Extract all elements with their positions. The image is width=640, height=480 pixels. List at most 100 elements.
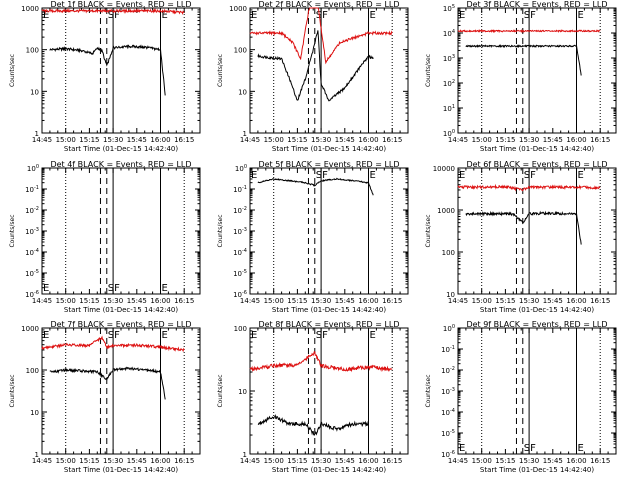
y-tick-label: 10-4 — [233, 248, 247, 257]
series-line-events — [257, 30, 374, 102]
x-tick-label: 15:00 — [56, 297, 76, 305]
marker-label-e: E — [459, 10, 465, 21]
x-tick-label: 16:00 — [150, 136, 170, 144]
marker-label-s: S — [316, 170, 322, 181]
x-tick-label: 16:15 — [174, 297, 194, 305]
marker-label-f: F — [530, 10, 536, 21]
x-tick-label: 16:15 — [174, 136, 194, 144]
chart-title: Det 5f BLACK = Events, RED = LLD — [258, 160, 399, 169]
y-tick-label: 1000 — [21, 325, 39, 333]
x-axis-label: Start Time (01-Dec-15 14:42:40) — [64, 145, 178, 153]
y-tick-label: 100 — [235, 164, 247, 173]
x-tick-label: 15:30 — [519, 457, 539, 465]
x-axis-label: Start Time (01-Dec-15 14:42:40) — [272, 145, 386, 153]
x-tick-label: 15:00 — [56, 457, 76, 465]
y-tick-label: 10-5 — [233, 269, 247, 278]
marker-label-f: F — [530, 443, 536, 454]
x-tick-label: 15:45 — [543, 297, 563, 305]
x-axis-label: Start Time (01-Dec-15 14:42:40) — [480, 306, 594, 314]
x-tick-label: 15:30 — [311, 136, 331, 144]
x-tick-label: 14:45 — [448, 297, 468, 305]
y-tick-label: 102 — [443, 79, 455, 88]
series-line-events — [465, 43, 582, 76]
x-tick-label: 16:00 — [566, 457, 586, 465]
marker-label-e: E — [43, 283, 49, 294]
marker-label-s: S — [524, 170, 530, 181]
marker-label-e: E — [459, 443, 465, 454]
y-tick-label: 100 — [27, 164, 39, 173]
x-tick-label: 16:00 — [358, 457, 378, 465]
x-tick-label: 15:30 — [103, 297, 123, 305]
chart-title: Det 3f BLACK = Events, RED = LLD — [466, 0, 607, 9]
x-tick-label: 15:15 — [495, 297, 515, 305]
y-tick-label: 10000 — [433, 165, 455, 173]
y-tick-label: 100 — [234, 325, 247, 333]
series-line-events — [49, 44, 166, 96]
x-tick-label: 16:00 — [150, 297, 170, 305]
y-tick-label: 10-6 — [441, 450, 455, 459]
chart-panel-4: Det 4f BLACK = Events, RED = LLD Counts/s… — [9, 160, 201, 314]
x-axis-label: Start Time (01-Dec-15 14:42:40) — [272, 466, 386, 474]
y-tick-label: 10 — [238, 88, 247, 96]
x-tick-label: 15:30 — [519, 136, 539, 144]
x-tick-label: 15:15 — [287, 297, 307, 305]
x-tick-label: 14:45 — [448, 136, 468, 144]
marker-label-e: E — [43, 330, 49, 341]
x-tick-label: 15:30 — [311, 297, 331, 305]
x-axis-label: Start Time (01-Dec-15 14:42:40) — [64, 466, 178, 474]
marker-label-e: E — [578, 170, 584, 181]
y-tick-label: 1000 — [229, 5, 247, 13]
x-tick-label: 16:00 — [566, 297, 586, 305]
x-tick-label: 16:00 — [566, 136, 586, 144]
x-tick-label: 15:30 — [311, 457, 331, 465]
x-tick-label: 15:00 — [472, 136, 492, 144]
series-line-lld — [457, 183, 601, 192]
marker-label-f: F — [114, 283, 120, 294]
y-tick-label: 1 — [35, 451, 39, 459]
marker-label-f: F — [114, 330, 120, 341]
chart-title: Det 8f BLACK = Events, RED = LLD — [258, 320, 399, 329]
series-line-events — [257, 177, 374, 196]
y-tick-label: 10-2 — [25, 206, 39, 215]
x-tick-label: 15:30 — [103, 136, 123, 144]
x-tick-label: 15:30 — [519, 297, 539, 305]
y-axis-label: Counts/sec — [9, 214, 16, 247]
series-line-lld — [249, 7, 393, 65]
y-axis-label: Counts/sec — [9, 54, 16, 87]
x-tick-label: 15:15 — [495, 136, 515, 144]
x-tick-label: 15:45 — [335, 136, 355, 144]
marker-label-e: E — [162, 10, 168, 21]
marker-label-e: E — [162, 330, 168, 341]
x-tick-label: 15:00 — [264, 457, 284, 465]
y-tick-label: 10-6 — [233, 290, 247, 299]
x-tick-label: 16:15 — [382, 136, 402, 144]
x-tick-label: 16:15 — [590, 297, 610, 305]
y-tick-label: 10-1 — [233, 185, 247, 194]
marker-label-s: S — [108, 10, 114, 21]
x-tick-label: 16:00 — [150, 457, 170, 465]
y-axis-label: Counts/sec — [425, 54, 432, 87]
marker-label-f: F — [322, 330, 328, 341]
y-axis-label: Counts/sec — [9, 374, 16, 407]
marker-label-e: E — [370, 330, 376, 341]
chart-panel-3: Det 3f BLACK = Events, RED = LLD Counts/s… — [425, 0, 617, 153]
marker-label-e: E — [251, 10, 257, 21]
y-tick-label: 1 — [243, 130, 247, 138]
x-tick-label: 16:15 — [590, 136, 610, 144]
chart-panel-6: Det 6f BLACK = Events, RED = LLD Counts/s… — [425, 160, 617, 314]
y-tick-label: 10-1 — [25, 185, 39, 194]
chart-title: Det 2f BLACK = Events, RED = LLD — [258, 0, 399, 9]
x-axis-label: Start Time (01-Dec-15 14:42:40) — [272, 306, 386, 314]
x-axis-label: Start Time (01-Dec-15 14:42:40) — [480, 145, 594, 153]
y-tick-label: 10-3 — [441, 387, 455, 396]
y-tick-label: 1000 — [21, 5, 39, 13]
y-tick-label: 104 — [443, 29, 455, 38]
x-tick-label: 15:15 — [79, 136, 99, 144]
x-tick-label: 15:15 — [287, 457, 307, 465]
x-tick-label: 16:00 — [358, 297, 378, 305]
chart-panel-1: Det 1f BLACK = Events, RED = LLD Counts/s… — [9, 0, 201, 153]
x-tick-label: 16:15 — [382, 297, 402, 305]
y-tick-label: 100 — [442, 249, 455, 257]
marker-label-e: E — [370, 170, 376, 181]
